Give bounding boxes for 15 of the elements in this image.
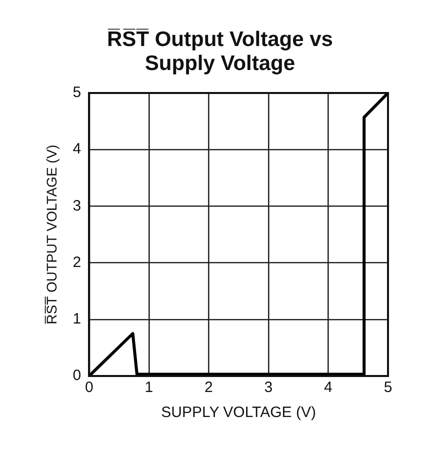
x-tick-label: 4 [324,379,332,396]
x-tick-label: 2 [204,379,213,396]
y-tick-label: 0 [72,367,82,384]
x-tick-label: 1 [144,379,154,396]
x-tick-label: 3 [264,379,273,396]
y-tick-label: 4 [72,140,82,158]
chart-title: R̅S̅T̅ Output Voltage vs Supply Voltage [106,28,334,76]
y-tick-label: 1 [72,310,82,328]
y-tick-label: 3 [72,197,82,214]
x-tick-label: 5 [384,379,392,396]
y-tick-label: 5 [72,84,82,102]
x-axis-title: SUPPLY VOLTAGE (V) [161,404,316,422]
y-axis-title: R̅S̅T̅ OUTPUT VOLTAGE (V) [43,144,60,325]
x-tick-label: 0 [84,379,94,396]
y-tick-label: 2 [72,254,82,271]
